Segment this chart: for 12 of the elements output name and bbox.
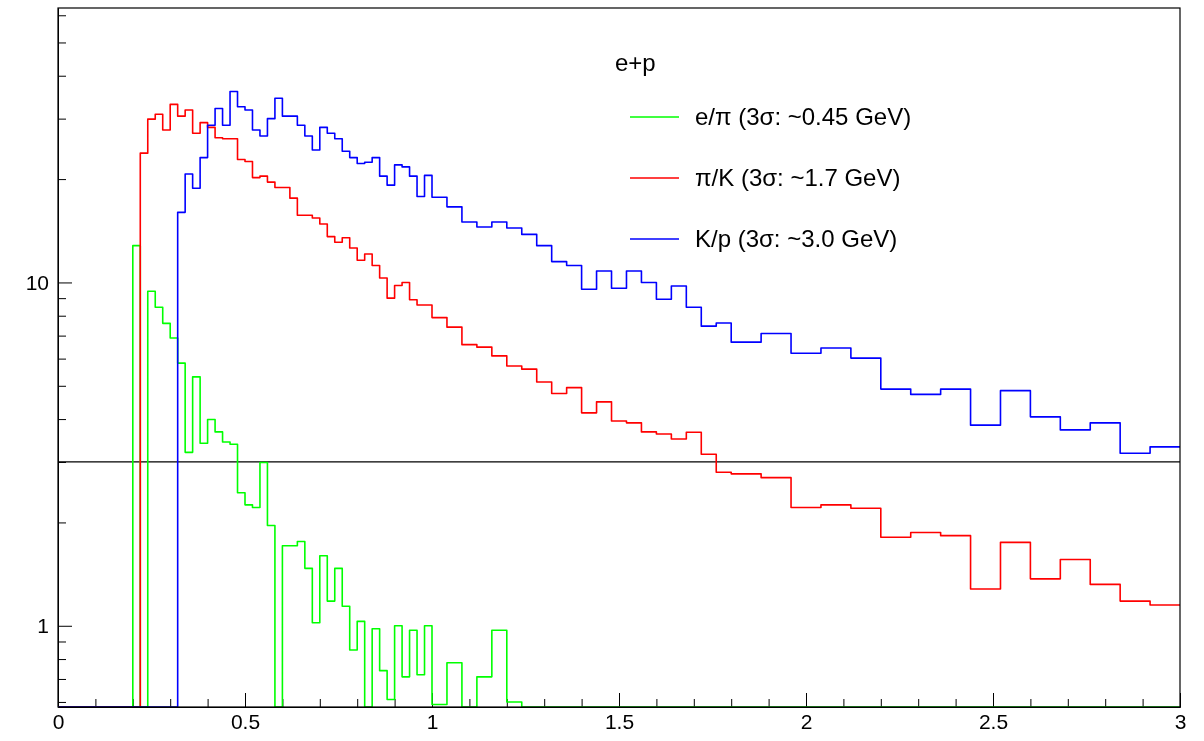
x-tick-label: 2 xyxy=(800,709,813,733)
legend-label: K/p (3σ: ~3.0 GeV) xyxy=(695,225,898,252)
x-tick-label: 0 xyxy=(52,709,65,733)
x-tick-label: 0.5 xyxy=(230,709,261,733)
x-tick-label: 1.5 xyxy=(604,709,635,733)
legend-title: e+p xyxy=(615,49,656,76)
x-tick-label: 2.5 xyxy=(978,709,1009,733)
y-tick-label: 10 xyxy=(25,270,49,294)
legend-label: e/π (3σ: ~0.45 GeV) xyxy=(695,103,912,130)
x-tick-label: 3 xyxy=(1174,709,1187,733)
x-tick-label: 1 xyxy=(426,709,439,733)
legend-label: π/K (3σ: ~1.7 GeV) xyxy=(695,164,901,191)
